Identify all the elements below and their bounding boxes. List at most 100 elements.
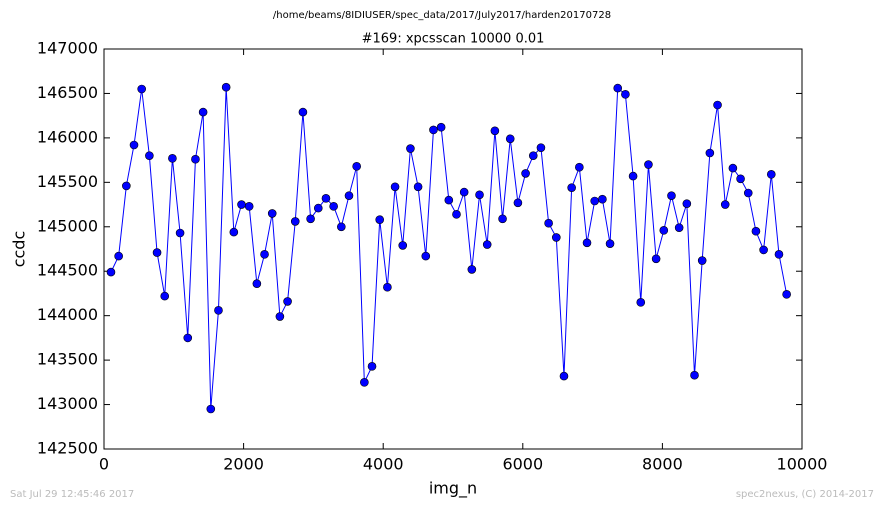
data-point (728, 163, 738, 173)
data-point (736, 174, 745, 184)
data-point (521, 169, 530, 178)
data-point (582, 238, 592, 248)
data-point (482, 240, 492, 249)
data-point (406, 144, 415, 153)
y-tick-label: 143500 (37, 350, 98, 369)
x-tick-label: 6000 (502, 455, 543, 474)
data-point (567, 183, 576, 192)
data-point (152, 248, 162, 257)
x-tick-label: 4000 (363, 455, 404, 474)
data-point (321, 194, 331, 203)
data-point (367, 362, 377, 371)
x-tick-label: 0 (99, 455, 109, 474)
data-point (160, 291, 170, 301)
data-point (313, 203, 323, 213)
data-point (690, 370, 699, 380)
data-point (398, 241, 408, 250)
y-axis-label: ccdc (10, 231, 29, 268)
data-point (613, 83, 623, 93)
footer-right: spec2nexus, (C) 2014-2017 (736, 489, 874, 500)
y-tick-label: 144500 (37, 261, 98, 280)
data-point (191, 154, 200, 164)
data-point (344, 191, 354, 200)
data-point (498, 214, 507, 224)
data-point (244, 202, 254, 211)
data-point (137, 84, 146, 94)
plot-area (106, 82, 791, 414)
y-tick-label: 144000 (37, 305, 98, 324)
data-point (743, 188, 753, 198)
data-point (490, 126, 500, 136)
data-point (667, 191, 676, 200)
x-tick-label: 8000 (642, 455, 683, 474)
data-point (306, 214, 315, 224)
data-point (145, 151, 154, 160)
data-point (644, 160, 653, 169)
data-point (175, 228, 185, 238)
data-point (659, 226, 669, 235)
data-point (636, 298, 646, 307)
series-line (110, 87, 788, 410)
data-point (575, 162, 584, 172)
data-point (528, 151, 538, 160)
data-point (168, 154, 177, 163)
data-point (513, 198, 523, 208)
footer-left: Sat Jul 29 12:45:46 2017 (10, 489, 134, 500)
data-point (552, 233, 561, 242)
data-point (598, 194, 607, 204)
data-point (290, 217, 300, 226)
data-point (206, 404, 216, 414)
x-axis-label: img_n (429, 479, 477, 499)
data-point (298, 107, 308, 117)
data-point (751, 226, 761, 236)
data-point (605, 239, 615, 248)
data-point (705, 148, 715, 158)
data-point (713, 100, 722, 110)
data-point (198, 107, 208, 117)
data-point (237, 200, 246, 209)
y-tick-label: 142500 (37, 439, 98, 458)
data-point (697, 256, 707, 265)
data-point (436, 122, 446, 132)
data-point (375, 215, 385, 224)
x-tick-label: 2000 (223, 455, 264, 474)
data-point (429, 125, 438, 135)
data-point (759, 245, 768, 255)
data-point (421, 251, 431, 261)
data-point (782, 290, 791, 299)
data-point (360, 378, 369, 387)
data-point (337, 222, 346, 232)
data-point (413, 182, 423, 192)
data-point (720, 200, 730, 209)
data-point (774, 250, 784, 259)
data-point (106, 267, 116, 277)
data-point (383, 282, 392, 292)
data-point (390, 182, 400, 192)
y-tick-label: 147000 (37, 39, 98, 58)
data-point (229, 227, 239, 237)
data-point (267, 209, 277, 218)
data-point (590, 196, 599, 206)
data-point (459, 187, 469, 197)
data-point (283, 297, 292, 306)
data-point (221, 82, 231, 92)
plot-frame (103, 48, 803, 450)
suptitle: /home/beams/8IDIUSER/spec_data/2017/July… (273, 10, 611, 21)
data-point (122, 181, 131, 191)
data-point (183, 333, 193, 343)
data-point (467, 265, 477, 274)
y-tick-label: 145000 (37, 216, 98, 235)
data-point (651, 254, 661, 264)
y-tick-label: 146500 (37, 83, 98, 102)
data-point (505, 134, 515, 144)
y-tick-label: 143000 (37, 394, 98, 413)
data-point (559, 371, 569, 381)
data-point (536, 143, 546, 152)
data-point (682, 199, 692, 208)
data-point (475, 190, 484, 200)
data-point (114, 251, 123, 261)
data-point (674, 223, 684, 232)
y-tick-label: 146000 (37, 127, 98, 146)
data-point (444, 195, 454, 205)
